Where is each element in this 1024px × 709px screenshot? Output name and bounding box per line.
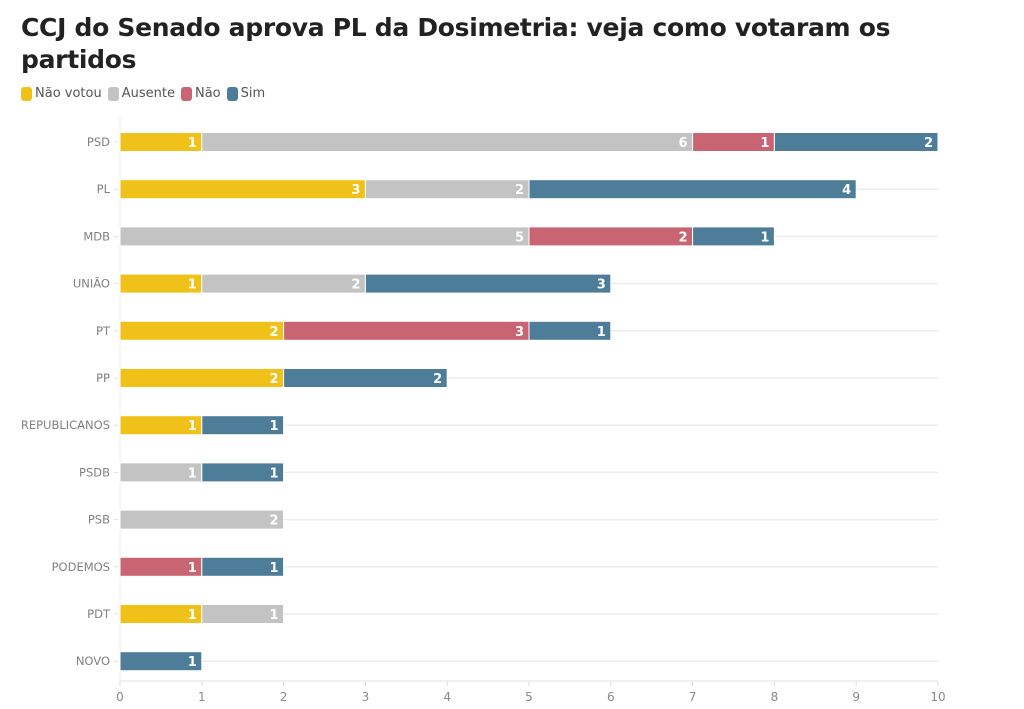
data-label: 2: [351, 278, 360, 293]
data-label: 1: [188, 466, 197, 481]
legend-item-ausente[interactable]: Ausente: [107, 86, 175, 101]
bar-segment[interactable]: [283, 320, 530, 341]
bar-segment[interactable]: [528, 320, 612, 341]
category-label: REPUBLICANOS: [21, 418, 110, 432]
data-label: 1: [270, 561, 279, 576]
bar-segment[interactable]: [201, 604, 285, 624]
category-label: PSB: [88, 513, 110, 527]
legend-swatch-nao: [180, 86, 192, 101]
x-tick-label: 5: [525, 690, 533, 704]
data-label: 1: [270, 608, 279, 623]
y-axis: PSD PL MDB UNIÃO PT PP REPUBLICANOS PSDB PSB PODE…: [21, 118, 121, 681]
bar-segment[interactable]: [119, 226, 530, 247]
data-label: 2: [270, 372, 279, 387]
bar-segment[interactable]: [364, 273, 612, 294]
legend-swatch-ausente: [107, 86, 119, 101]
legend-label-sim: Sim: [240, 86, 266, 101]
bar-segment[interactable]: [119, 368, 285, 388]
bar-segment[interactable]: [364, 179, 530, 200]
x-tick-label: 9: [852, 690, 860, 704]
x-tick-label: 4: [443, 690, 451, 704]
data-label: 2: [515, 183, 524, 198]
data-label: 2: [433, 372, 442, 387]
data-label: 6: [679, 136, 688, 151]
data-label: 3: [515, 325, 524, 340]
bar-segment[interactable]: [119, 320, 285, 341]
x-tick-label: 6: [607, 690, 615, 704]
category-label: MDB: [83, 229, 110, 243]
legend-swatch-nao-votou: [21, 86, 32, 101]
category-label: PODEMOS: [52, 560, 110, 574]
data-label: 2: [270, 325, 279, 340]
bar-segment[interactable]: [283, 368, 448, 388]
data-label: 1: [270, 419, 279, 434]
data-label: 1: [188, 655, 197, 670]
data-label: 2: [679, 230, 688, 245]
bar-segment[interactable]: [773, 132, 939, 152]
legend-label-ausente: Ausente: [121, 86, 175, 101]
x-tick-label: 2: [280, 690, 288, 704]
legend-label-nao: Não: [194, 86, 221, 101]
data-label: 1: [188, 136, 197, 151]
data-label: 1: [188, 561, 197, 576]
category-label: PSDB: [79, 465, 110, 479]
bar-segment[interactable]: [201, 462, 285, 483]
category-label: PDT: [87, 607, 111, 621]
bar-segment[interactable]: [201, 415, 285, 436]
data-label: 1: [760, 230, 769, 245]
x-tick-label: 1: [198, 690, 206, 704]
legend-swatch-sim: [226, 86, 238, 101]
legend-item-sim[interactable]: Sim: [226, 86, 266, 101]
bar-segment[interactable]: [119, 651, 203, 672]
category-label: UNIÃO: [73, 276, 110, 291]
category-label: PSD: [87, 135, 110, 149]
bar-segment[interactable]: [692, 226, 775, 247]
bar-segment[interactable]: [528, 179, 857, 200]
data-label: 1: [760, 136, 769, 151]
x-tick-label: 3: [362, 690, 370, 704]
data-label: 2: [270, 514, 279, 529]
bar-segment[interactable]: [119, 179, 366, 200]
x-tick-label: 10: [930, 690, 945, 704]
legend: Não votou Ausente Não Sim: [21, 86, 271, 101]
data-label: 3: [597, 278, 606, 293]
legend-label-nao-votou: Não votou: [35, 86, 102, 101]
x-tick-label: 0: [116, 690, 124, 704]
category-label: NOVO: [76, 654, 110, 668]
data-label: 1: [270, 466, 279, 481]
data-label: 5: [515, 230, 524, 245]
bar-segment[interactable]: [201, 132, 694, 152]
chart-title: CCJ do Senado aprova PL da Dosimetria: v…: [21, 13, 891, 74]
bar-segment[interactable]: [201, 273, 366, 294]
legend-item-nao-votou[interactable]: Não votou: [21, 86, 102, 101]
category-label: PL: [97, 182, 111, 196]
data-label: 1: [188, 419, 197, 434]
bars: 1 6 1 2 3 2 4 5 2 1 1 2 3 2 3 1 2 2 1 1 1 1 2 1 1 1 1 1: [119, 132, 939, 672]
data-label: 1: [188, 608, 197, 623]
bar-segment[interactable]: [201, 556, 285, 577]
category-label: PP: [96, 371, 110, 385]
x-axis: 0 1 2 3 4 5 6 7 8 9 10: [116, 680, 946, 704]
category-label: PT: [96, 324, 111, 338]
bar-segment[interactable]: [119, 509, 285, 530]
data-label: 2: [924, 136, 933, 151]
x-tick-label: 8: [771, 690, 779, 704]
data-label: 1: [188, 278, 197, 293]
data-label: 3: [351, 183, 360, 198]
gridlines: [120, 141, 938, 662]
data-label: 4: [842, 183, 851, 198]
data-label: 1: [597, 325, 606, 340]
bar-segment[interactable]: [528, 226, 694, 247]
x-tick-label: 7: [689, 690, 697, 704]
legend-item-nao[interactable]: Não: [180, 86, 221, 101]
